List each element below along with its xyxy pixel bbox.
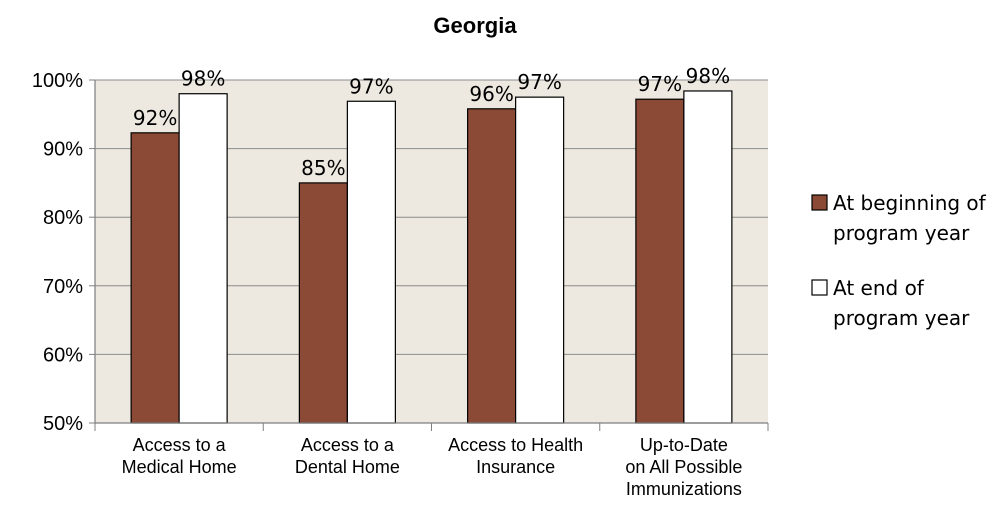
data-label: 85% <box>301 156 345 180</box>
y-tick-label: 100% <box>32 70 83 92</box>
y-tick-label: 50% <box>43 413 83 435</box>
y-tick-label: 70% <box>43 276 83 298</box>
x-tick-label: Access to a Medical Home <box>122 435 237 477</box>
bar <box>178 93 228 424</box>
data-label: 98% <box>686 64 730 88</box>
data-label: 97% <box>638 72 682 96</box>
legend-swatch <box>811 279 828 296</box>
x-tick-label: Up-to-Date on All Possible Immunizations <box>625 435 742 499</box>
bar <box>683 90 733 424</box>
bar <box>635 98 685 424</box>
x-tick-label: Access to a Dental Home <box>295 435 400 477</box>
chart-title: Georgia <box>433 13 517 38</box>
data-label: 96% <box>469 82 513 106</box>
legend: At beginning of program year At end of prog… <box>811 191 987 330</box>
y-tick-label: 90% <box>43 139 83 161</box>
legend-swatch <box>811 194 828 211</box>
data-label: 97% <box>349 74 393 98</box>
bar <box>467 108 517 424</box>
data-label: 98% <box>181 67 225 91</box>
bar <box>298 182 348 424</box>
legend-label: At end of program year <box>833 276 970 330</box>
bar <box>515 96 565 424</box>
bar <box>346 100 396 424</box>
bar <box>130 132 180 424</box>
data-label: 92% <box>133 106 177 130</box>
legend-label: At beginning of program year <box>833 191 987 245</box>
plot-area: 50%60%70%80%90%100%92%98%Access to a Medi… <box>32 64 769 499</box>
y-tick-label: 80% <box>43 207 83 229</box>
x-tick-label: Access to Health Insurance <box>448 435 583 477</box>
y-tick-label: 60% <box>43 344 83 366</box>
data-label: 97% <box>517 70 561 94</box>
